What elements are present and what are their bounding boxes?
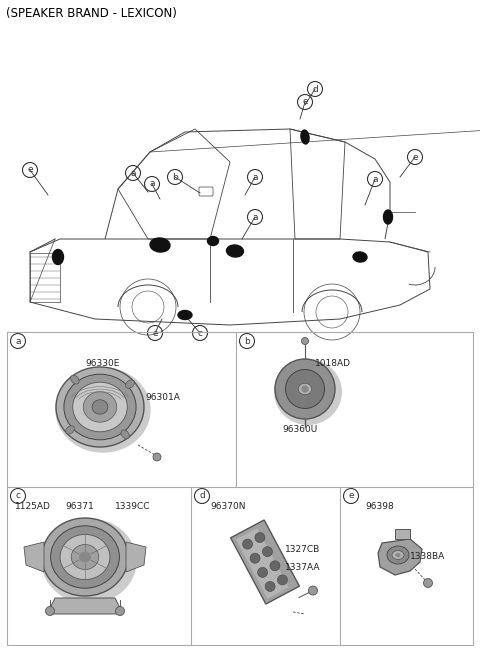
Circle shape: [301, 338, 309, 344]
Text: 96360U: 96360U: [282, 425, 318, 434]
Circle shape: [263, 547, 273, 556]
Ellipse shape: [121, 430, 129, 439]
Ellipse shape: [84, 392, 117, 422]
Ellipse shape: [392, 551, 404, 560]
Ellipse shape: [42, 519, 136, 603]
Polygon shape: [230, 520, 300, 604]
Text: e: e: [302, 97, 308, 106]
Ellipse shape: [178, 311, 192, 319]
Text: a: a: [252, 173, 258, 181]
Text: 1337AA: 1337AA: [285, 563, 321, 572]
Ellipse shape: [73, 382, 127, 432]
Text: a: a: [130, 168, 136, 177]
Circle shape: [116, 606, 124, 616]
Ellipse shape: [79, 551, 91, 562]
Text: 1339CC: 1339CC: [115, 502, 151, 511]
Text: (SPEAKER BRAND - LEXICON): (SPEAKER BRAND - LEXICON): [6, 7, 177, 20]
Ellipse shape: [125, 380, 134, 388]
Circle shape: [255, 533, 265, 543]
Ellipse shape: [56, 367, 144, 447]
Bar: [30, 253, 60, 302]
Text: e: e: [348, 491, 354, 501]
Text: 1338BA: 1338BA: [410, 552, 445, 561]
Polygon shape: [126, 542, 146, 572]
Circle shape: [286, 369, 324, 409]
Bar: [7, 332, 473, 645]
Text: b: b: [244, 336, 250, 346]
Circle shape: [275, 359, 335, 419]
Ellipse shape: [353, 252, 367, 262]
Circle shape: [301, 386, 309, 393]
Circle shape: [277, 575, 288, 585]
Circle shape: [242, 539, 252, 549]
Text: a: a: [15, 336, 21, 346]
Ellipse shape: [396, 553, 400, 557]
Ellipse shape: [301, 130, 309, 144]
Polygon shape: [47, 598, 123, 614]
Text: e: e: [412, 152, 418, 162]
Ellipse shape: [384, 210, 393, 224]
Ellipse shape: [42, 518, 128, 596]
Ellipse shape: [298, 383, 312, 395]
Text: 96398: 96398: [365, 502, 394, 511]
Ellipse shape: [71, 545, 99, 570]
Ellipse shape: [150, 238, 170, 252]
Ellipse shape: [60, 534, 110, 579]
Text: a: a: [372, 175, 378, 183]
Polygon shape: [24, 542, 44, 572]
Text: c: c: [197, 328, 203, 338]
Text: e: e: [152, 328, 158, 338]
Ellipse shape: [64, 374, 136, 440]
Ellipse shape: [274, 359, 342, 425]
Text: 96370N: 96370N: [210, 502, 245, 511]
Text: d: d: [312, 85, 318, 93]
Text: d: d: [199, 491, 205, 501]
Ellipse shape: [56, 368, 150, 452]
Ellipse shape: [227, 245, 243, 257]
Polygon shape: [236, 528, 288, 599]
Circle shape: [309, 586, 317, 595]
Text: a: a: [252, 212, 258, 221]
Circle shape: [270, 561, 280, 571]
Text: c: c: [15, 491, 21, 501]
Text: 96371: 96371: [65, 502, 94, 511]
Text: 1018AD: 1018AD: [315, 359, 351, 368]
Ellipse shape: [92, 400, 108, 414]
Ellipse shape: [50, 526, 120, 588]
Text: 96330E: 96330E: [85, 359, 120, 368]
Circle shape: [258, 568, 267, 578]
Text: 1125AD: 1125AD: [15, 502, 51, 511]
Text: e: e: [27, 166, 33, 175]
Text: 96301A: 96301A: [145, 392, 180, 401]
Ellipse shape: [387, 546, 409, 564]
Ellipse shape: [207, 237, 218, 246]
Circle shape: [423, 579, 432, 587]
Text: a: a: [149, 179, 155, 189]
Circle shape: [250, 553, 260, 563]
Circle shape: [265, 581, 275, 591]
Polygon shape: [395, 529, 410, 539]
Polygon shape: [378, 539, 422, 575]
Text: b: b: [172, 173, 178, 181]
Ellipse shape: [71, 375, 79, 384]
Text: 1327CB: 1327CB: [285, 545, 320, 554]
Ellipse shape: [66, 426, 74, 434]
Circle shape: [46, 606, 55, 616]
Circle shape: [153, 453, 161, 461]
Ellipse shape: [52, 250, 63, 265]
